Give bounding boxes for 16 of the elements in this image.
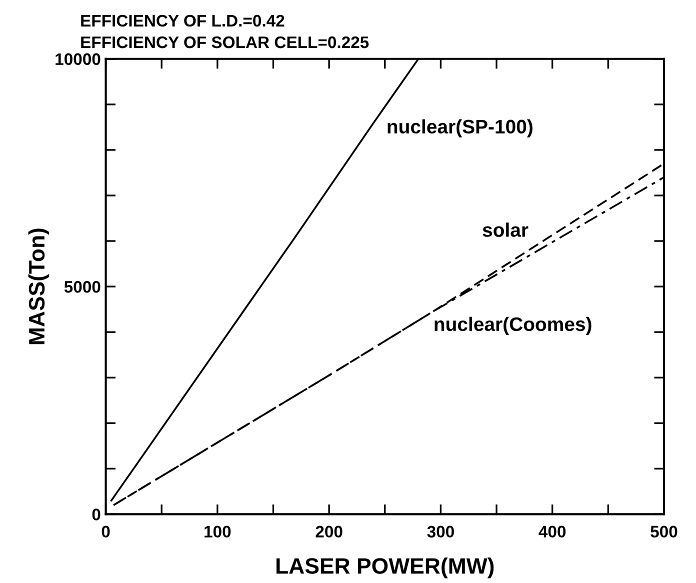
x-tick-label: 100 (204, 526, 231, 538)
chart-title: EFFICIENCY OF L.D.=0.42 (81, 14, 284, 27)
y-tick-label: 5000 (64, 280, 100, 293)
y-tick-label: 0 (92, 508, 100, 520)
y-tick-label: 10000 (56, 53, 100, 66)
x-axis-title: LASER POWER(MW) (276, 558, 494, 578)
chart-subtitle: EFFICIENCY OF SOLAR CELL=0.225 (81, 36, 369, 48)
x-tick-label: 500 (650, 526, 678, 538)
y-axis-title: MASS(Ton) (28, 228, 50, 344)
x-tick-label: 200 (316, 526, 342, 538)
series-label: nuclear(SP-100) (388, 119, 532, 138)
x-tick-label: 400 (538, 526, 566, 538)
x-tick-label: 300 (427, 526, 454, 538)
series-label: solar (482, 222, 528, 237)
x-tick-label: 0 (102, 526, 110, 538)
series-label: nuclear(Coomes) (434, 316, 592, 335)
